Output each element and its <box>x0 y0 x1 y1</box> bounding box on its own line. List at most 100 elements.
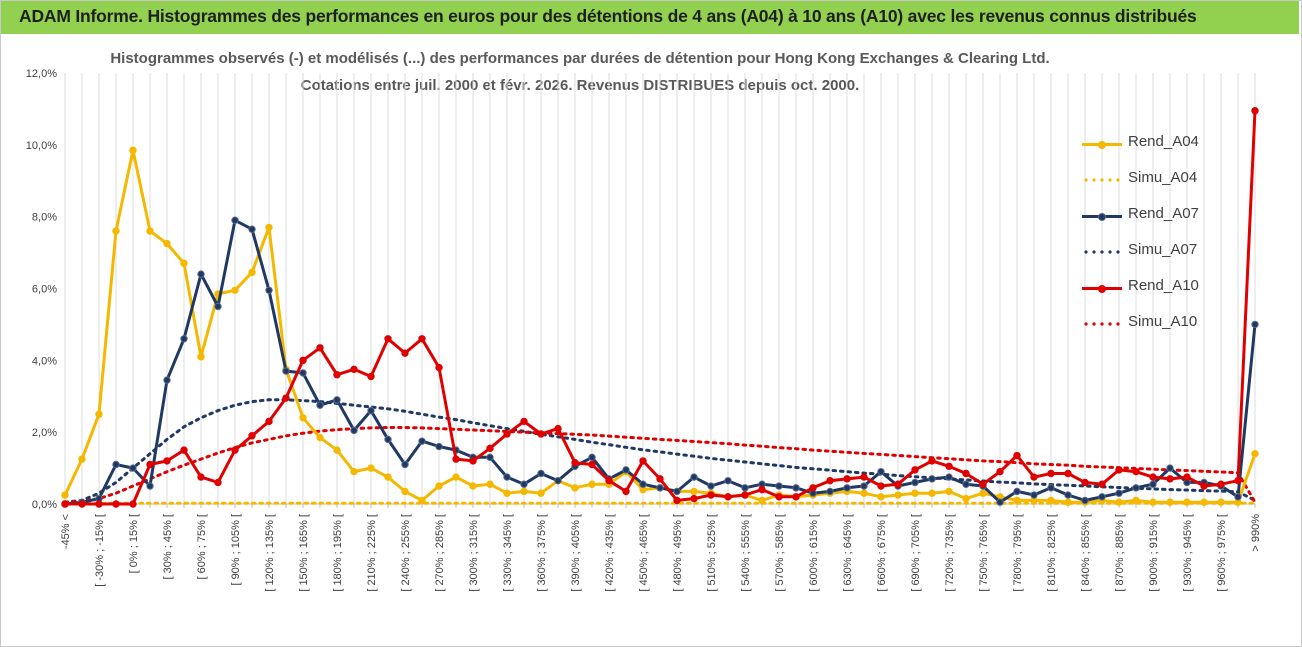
legend-swatch <box>1082 178 1122 182</box>
x-tick-label: [ 360% ; 375% [ <box>536 514 548 592</box>
legend-swatch <box>1082 212 1122 221</box>
data-point-Rend_A07 <box>231 216 239 224</box>
data-point-Rend_A04 <box>962 494 970 503</box>
data-point-Rend_A10 <box>1166 475 1174 483</box>
data-point-Rend_A10 <box>724 493 732 501</box>
y-tick-label: 0,0% <box>32 499 57 511</box>
x-tick-label: [ 870% ; 885% [ <box>1114 514 1126 592</box>
data-point-Rend_A04 <box>588 480 596 488</box>
x-tick-label: [ 450% ; 465% [ <box>638 514 650 592</box>
data-point-Rend_A10 <box>656 475 664 483</box>
data-point-Rend_A04 <box>1166 498 1174 506</box>
data-point-Rend_A10 <box>61 500 69 508</box>
data-point-Rend_A07 <box>639 480 647 488</box>
data-point-Rend_A10 <box>112 500 120 508</box>
y-tick-label: 10,0% <box>26 140 57 152</box>
data-point-Rend_A10 <box>1183 473 1191 481</box>
data-point-Rend_A07 <box>333 396 341 404</box>
data-point-Rend_A04 <box>520 487 528 496</box>
x-tick-label: [ 210% ; 225% [ <box>366 514 378 592</box>
data-point-Rend_A04 <box>367 464 375 472</box>
data-point-Rend_A10 <box>928 457 936 465</box>
data-point-Rend_A10 <box>826 476 834 485</box>
data-point-Rend_A07 <box>928 475 936 483</box>
x-axis: -45% < [ -30% ; -15% [[ 0% ; 15% [[ 30% ;… <box>60 504 1262 592</box>
data-point-Rend_A04 <box>1047 496 1055 505</box>
data-point-Rend_A04 <box>265 223 273 232</box>
data-point-Rend_A04 <box>1183 498 1191 506</box>
data-point-Rend_A04 <box>503 489 511 497</box>
data-point-Rend_A04 <box>316 433 324 442</box>
data-point-Rend_A10 <box>1115 466 1123 474</box>
legend-marker <box>1098 212 1106 221</box>
legend-label: Rend_A10 <box>1128 277 1199 294</box>
y-tick-label: 2,0% <box>32 427 57 439</box>
legend-item-Rend_A10: Rend_A10 <box>1082 277 1282 297</box>
data-point-Rend_A07 <box>146 482 154 490</box>
data-point-Rend_A04 <box>911 489 919 497</box>
data-point-Rend_A10 <box>1234 476 1242 485</box>
data-point-Rend_A10 <box>1047 469 1055 478</box>
legend-label: Simu_A07 <box>1128 241 1198 258</box>
legend-swatch <box>1082 140 1122 149</box>
data-point-Rend_A04 <box>945 487 953 496</box>
data-point-Rend_A10 <box>707 491 715 499</box>
legend-item-Simu_A04: Simu_A04 <box>1082 169 1282 189</box>
data-point-Rend_A10 <box>809 484 817 492</box>
y-tick-label: 12,0% <box>26 68 57 80</box>
data-point-Rend_A07 <box>486 453 494 462</box>
data-point-Rend_A04 <box>112 227 120 235</box>
data-point-Rend_A07 <box>282 367 290 375</box>
data-point-Rend_A07 <box>214 302 222 311</box>
chart-title-line-2: Cotations entre juil. 2000 et févr. 2026… <box>300 77 860 94</box>
data-point-Rend_A04 <box>248 268 256 277</box>
x-tick-label: [ 510% ; 525% [ <box>706 514 718 592</box>
data-point-Rend_A04 <box>180 259 188 268</box>
x-tick-label: [ 960% ; 975% [ <box>1216 514 1228 592</box>
data-point-Rend_A04 <box>877 493 885 501</box>
legend-label: Rend_A04 <box>1128 133 1199 150</box>
data-point-Rend_A04 <box>928 489 936 497</box>
legend-item-Rend_A07: Rend_A07 <box>1082 205 1282 225</box>
series-line-Simu_A07 <box>63 398 1257 504</box>
data-point-Rend_A10 <box>435 363 443 372</box>
data-point-Rend_A10 <box>1081 478 1089 487</box>
data-point-Rend_A10 <box>1149 473 1157 481</box>
data-point-Rend_A10 <box>333 371 341 379</box>
data-point-Rend_A10 <box>962 469 970 478</box>
data-point-Rend_A10 <box>673 496 681 505</box>
data-point-Rend_A10 <box>469 457 477 465</box>
data-point-Rend_A07 <box>656 484 664 492</box>
data-point-Rend_A07 <box>622 466 630 474</box>
chart-title-line-1: Histogrammes observés (-) et modélisés (… <box>110 50 1050 67</box>
data-point-Rend_A10 <box>537 430 545 438</box>
data-point-Rend_A10 <box>1013 451 1021 460</box>
data-point-Rend_A10 <box>163 457 171 465</box>
data-point-Rend_A10 <box>503 430 511 438</box>
data-point-Rend_A04 <box>571 484 579 492</box>
legend-label: Rend_A07 <box>1128 205 1199 222</box>
x-tick-label: [ 330% ; 345% [ <box>502 514 514 592</box>
data-point-Rend_A07 <box>537 469 545 478</box>
data-point-Rend_A07 <box>741 484 749 492</box>
data-point-Rend_A10 <box>945 462 953 470</box>
data-point-Rend_A10 <box>1217 480 1225 488</box>
x-tick-label: [ 690% ; 705% [ <box>910 514 922 592</box>
data-point-Rend_A07 <box>775 482 783 490</box>
legend-label: Simu_A04 <box>1128 169 1198 186</box>
x-tick-label: [ 180% ; 195% [ <box>332 514 344 592</box>
data-point-Rend_A04 <box>163 239 171 248</box>
data-point-Rend_A07 <box>996 498 1004 506</box>
data-point-Rend_A07 <box>367 406 375 415</box>
data-point-Rend_A10 <box>1064 469 1072 478</box>
data-point-Rend_A07 <box>1166 464 1174 472</box>
data-point-Rend_A10 <box>639 457 647 465</box>
data-point-Rend_A04 <box>435 482 443 490</box>
data-point-Rend_A07 <box>1081 496 1089 505</box>
series-line-Simu_A10 <box>63 426 1257 504</box>
data-point-Rend_A07 <box>554 476 562 485</box>
data-point-Rend_A10 <box>860 473 868 481</box>
data-point-Rend_A10 <box>486 444 494 453</box>
x-tick-label: [ 570% ; 585% [ <box>774 514 786 592</box>
